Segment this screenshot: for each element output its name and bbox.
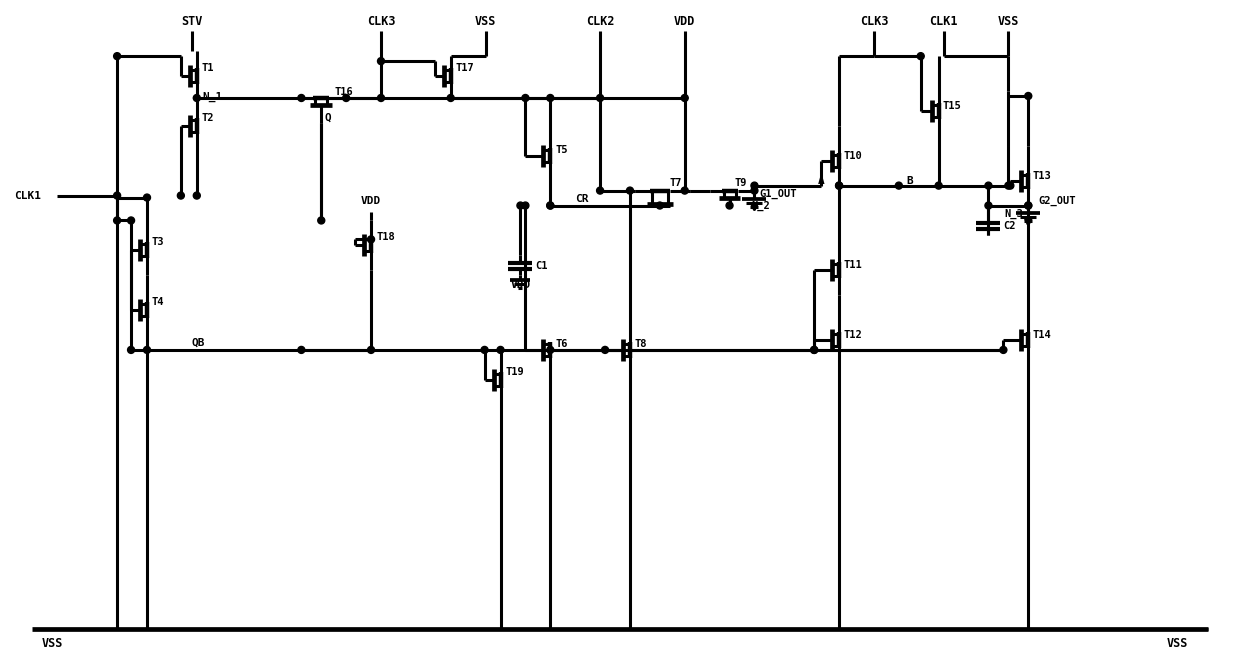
Text: N_1: N_1	[203, 92, 223, 102]
Text: VSS: VSS	[475, 15, 496, 28]
Text: STV: STV	[181, 15, 202, 28]
Text: G2_OUT: G2_OUT	[1038, 195, 1076, 206]
Circle shape	[547, 202, 554, 209]
Text: CLK3: CLK3	[859, 15, 888, 28]
Text: T1: T1	[202, 63, 215, 73]
Circle shape	[517, 202, 525, 209]
Text: T6: T6	[556, 339, 568, 349]
Text: T12: T12	[843, 330, 862, 340]
Text: T13: T13	[1032, 171, 1052, 181]
Text: VDD: VDD	[511, 280, 531, 290]
Circle shape	[836, 182, 842, 189]
Circle shape	[481, 346, 489, 353]
Circle shape	[601, 346, 609, 353]
Circle shape	[727, 202, 733, 209]
Circle shape	[144, 194, 150, 201]
Text: T3: T3	[153, 238, 165, 248]
Circle shape	[114, 192, 120, 199]
Circle shape	[985, 202, 992, 209]
Text: T18: T18	[376, 232, 394, 242]
Text: CLK3: CLK3	[367, 15, 396, 28]
Text: VSS: VSS	[1167, 637, 1188, 650]
Circle shape	[596, 94, 604, 102]
Text: T10: T10	[843, 150, 862, 161]
Circle shape	[114, 53, 120, 59]
Text: A: A	[817, 176, 825, 185]
Text: T17: T17	[455, 63, 475, 73]
Circle shape	[114, 217, 120, 224]
Circle shape	[547, 346, 554, 353]
Text: T11: T11	[843, 260, 862, 271]
Text: CR: CR	[575, 193, 589, 203]
Text: VSS: VSS	[42, 637, 63, 650]
Circle shape	[298, 94, 305, 102]
Circle shape	[596, 187, 604, 194]
Circle shape	[128, 346, 135, 353]
Circle shape	[522, 94, 529, 102]
Circle shape	[985, 182, 992, 189]
Text: VDD: VDD	[361, 195, 381, 205]
Circle shape	[317, 217, 325, 224]
Circle shape	[751, 182, 758, 189]
Text: QB: QB	[192, 338, 206, 348]
Circle shape	[1007, 182, 1014, 189]
Circle shape	[193, 94, 201, 102]
Circle shape	[1004, 182, 1012, 189]
Text: N_3: N_3	[1004, 209, 1023, 218]
Text: T16: T16	[335, 87, 353, 97]
Circle shape	[177, 192, 185, 199]
Circle shape	[751, 187, 758, 194]
Text: T2: T2	[202, 113, 215, 123]
Circle shape	[918, 53, 924, 59]
Circle shape	[836, 182, 842, 189]
Circle shape	[547, 202, 554, 209]
Circle shape	[1024, 92, 1032, 100]
Circle shape	[342, 94, 350, 102]
Circle shape	[811, 346, 817, 353]
Circle shape	[448, 94, 454, 102]
Circle shape	[626, 187, 634, 194]
Text: T4: T4	[153, 297, 165, 307]
Text: CLK1: CLK1	[15, 191, 42, 201]
Text: CLK1: CLK1	[930, 15, 957, 28]
Circle shape	[656, 202, 663, 209]
Circle shape	[811, 346, 817, 353]
Text: T14: T14	[1032, 330, 1052, 340]
Circle shape	[895, 182, 903, 189]
Circle shape	[681, 187, 688, 194]
Circle shape	[193, 192, 201, 199]
Circle shape	[367, 236, 374, 243]
Text: C2: C2	[1003, 222, 1016, 232]
Text: CLK2: CLK2	[585, 15, 614, 28]
Circle shape	[1024, 202, 1032, 209]
Text: C1: C1	[536, 261, 548, 271]
Circle shape	[367, 346, 374, 353]
Circle shape	[522, 202, 529, 209]
Circle shape	[547, 94, 554, 102]
Text: Q: Q	[324, 113, 331, 123]
Text: VDD: VDD	[675, 15, 696, 28]
Circle shape	[144, 346, 150, 353]
Circle shape	[377, 94, 384, 102]
Circle shape	[935, 182, 942, 189]
Circle shape	[497, 346, 503, 353]
Text: N_2: N_2	[751, 201, 770, 211]
Text: B: B	[906, 176, 914, 185]
Circle shape	[681, 94, 688, 102]
Text: VSS: VSS	[998, 15, 1019, 28]
Text: T15: T15	[942, 101, 961, 111]
Circle shape	[999, 346, 1007, 353]
Circle shape	[1024, 202, 1032, 209]
Circle shape	[298, 346, 305, 353]
Circle shape	[128, 217, 135, 224]
Text: T9: T9	[734, 178, 746, 187]
Text: T8: T8	[635, 339, 647, 349]
Text: T19: T19	[506, 367, 525, 377]
Circle shape	[377, 57, 384, 65]
Text: G1_OUT: G1_OUT	[759, 189, 797, 199]
Text: T7: T7	[670, 178, 682, 187]
Text: T5: T5	[556, 145, 568, 154]
